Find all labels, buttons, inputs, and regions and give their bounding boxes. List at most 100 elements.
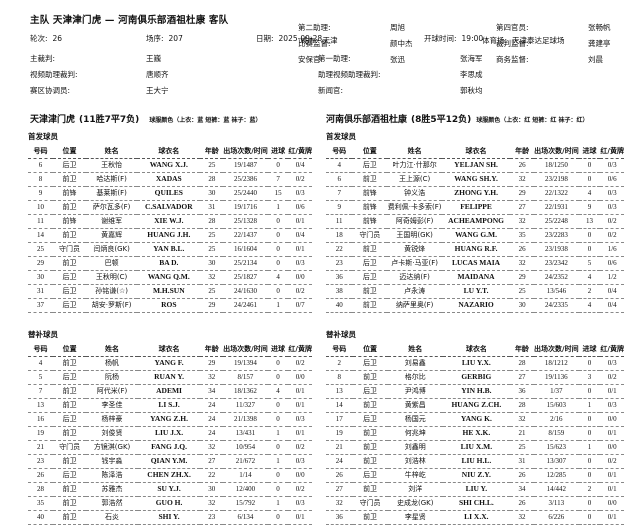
col-name: 姓名 xyxy=(86,342,138,357)
player-appearances: 24/1630 xyxy=(223,284,268,299)
table-row: 28 前卫 苏雅杰 SU Y.J. 30 12/400 0 0/2 xyxy=(28,482,312,497)
player-name: 杨帆 xyxy=(86,356,138,371)
player-appearances: 23/1938 xyxy=(534,242,579,257)
player-cards: 0/0 xyxy=(600,496,624,511)
player-number: 13 xyxy=(326,384,353,399)
player-position: 守门员 xyxy=(352,228,388,243)
official-avar-label: 助理视频助理裁判: xyxy=(318,70,381,79)
player-shirtname: LU Y.T. xyxy=(441,284,511,299)
player-shirtname: HE X.K. xyxy=(442,426,510,441)
player-appearances: 22/1322 xyxy=(534,186,579,201)
player-age: 24 xyxy=(200,426,224,441)
player-name: 卢卡斯·马亚(F) xyxy=(387,256,442,271)
player-goals: 1 xyxy=(267,426,289,441)
player-name: 卢永涛 xyxy=(387,284,442,299)
col-cards: 红/黄牌 xyxy=(600,342,624,357)
player-shirtname: BA D. xyxy=(137,256,201,271)
player-number: 4 xyxy=(28,356,54,371)
player-shirtname: RUAN Y. xyxy=(137,370,201,385)
table-row: 36 后卫 迈达纳(F) MAIDANA 29 24/2352 4 1/2 xyxy=(326,270,624,285)
match-info-grid-2: 城市: 天津 体育场: 天津泰达足球场 xyxy=(30,35,626,46)
player-age: 25 xyxy=(510,284,535,299)
player-goals: 0 xyxy=(578,510,601,525)
player-shirtname: WANG SH.Y. xyxy=(441,172,511,187)
player-age: 29 xyxy=(510,270,535,285)
player-cards: 0/1 xyxy=(288,242,312,257)
player-goals: 0 xyxy=(267,370,289,385)
player-age: 30 xyxy=(200,186,224,201)
player-number: 22 xyxy=(326,242,353,257)
player-position: 前锋 xyxy=(352,214,388,229)
player-shirtname: ZHONG Y.H. xyxy=(441,186,511,201)
player-appearances: 21/672 xyxy=(223,454,268,469)
player-appearances: 18/1250 xyxy=(534,158,579,173)
player-position: 前卫 xyxy=(352,298,388,313)
player-shirtname: M.H.SUN xyxy=(137,284,201,299)
col-cards: 红/黄牌 xyxy=(288,342,312,357)
player-appearances: 15/792 xyxy=(223,496,268,511)
col-name: 姓名 xyxy=(86,144,138,159)
player-appearances: 22/1437 xyxy=(223,228,268,243)
player-position: 前卫 xyxy=(53,496,87,511)
player-age: 31 xyxy=(509,454,535,469)
player-goals: 0 xyxy=(267,158,289,173)
player-name: 石炎 xyxy=(86,510,138,525)
player-position: 前卫 xyxy=(52,172,86,187)
col-shirtname: 球衣名 xyxy=(137,342,201,357)
home-starters-table: 号码 位置 姓名 球衣名 年龄 出场次数/时间 进球 红/黄牌 6 后卫 王秋怡 WA… xyxy=(28,144,312,313)
player-number: 7 xyxy=(28,384,54,399)
col-apps: 出场次数/时间 xyxy=(223,342,268,357)
player-position: 前卫 xyxy=(352,370,388,385)
player-appearances: 1/14 xyxy=(223,468,268,483)
player-cards: 0/3 xyxy=(600,398,624,413)
col-shirtname: 球衣名 xyxy=(441,144,511,159)
player-goals: 0 xyxy=(267,398,289,413)
official-ar2-label: 第二助理: xyxy=(298,23,331,32)
official-match-commissioner-label: 比赛监督: xyxy=(298,39,331,48)
official-avar-value: 李思成 xyxy=(460,70,483,79)
player-shirtname: YELJAN SH. xyxy=(441,158,511,173)
player-appearances: 19/1487 xyxy=(223,158,268,173)
player-position: 前卫 xyxy=(352,454,388,469)
player-goals: 4 xyxy=(578,270,601,285)
player-name: 迈达纳(F) xyxy=(387,270,442,285)
player-shirtname: C.SALVADOR xyxy=(137,200,201,215)
table-row: 40 前卫 石炎 SHI Y. 23 6/134 0 0/1 xyxy=(28,510,312,525)
player-cards: 0/2 xyxy=(288,284,312,299)
player-goals: 0 xyxy=(578,426,601,441)
player-age: 26 xyxy=(509,496,535,511)
table-row: 7 前锋 钟义浩 ZHONG Y.H. 29 22/1322 4 0/3 xyxy=(326,186,624,201)
player-name: 黄锐烽 xyxy=(387,242,442,257)
player-appearances: 25/2248 xyxy=(534,214,579,229)
home-team-record: (11胜7平7负) xyxy=(79,115,140,125)
player-position: 前卫 xyxy=(52,200,86,215)
player-shirtname: WANG G.M. xyxy=(441,228,511,243)
player-cards: 0/4 xyxy=(600,298,624,313)
table-row: 14 前卫 黄紫昌 HUANG Z.CH. 28 15/603 1 0/3 xyxy=(326,398,624,413)
player-cards: 0/2 xyxy=(288,482,312,497)
away-subs-title: 替补球员 xyxy=(326,330,356,339)
player-appearances: 23/2342 xyxy=(534,256,579,271)
player-number: 24 xyxy=(326,454,353,469)
player-position: 后卫 xyxy=(352,158,388,173)
player-number: 9 xyxy=(326,200,353,215)
player-appearances: 19/1716 xyxy=(223,200,268,215)
official-commercial-label: 商务监督: xyxy=(496,55,529,64)
player-position: 前卫 xyxy=(352,482,388,497)
player-appearances: 23/2198 xyxy=(534,172,579,187)
player-cards: 0/3 xyxy=(600,200,624,215)
player-goals: 0 xyxy=(578,242,601,257)
player-appearances: 24/2461 xyxy=(223,298,268,313)
player-name: 尹鸿博 xyxy=(387,384,443,399)
player-position: 前卫 xyxy=(53,510,87,525)
player-age: 35 xyxy=(510,228,535,243)
col-number: 号码 xyxy=(28,342,54,357)
player-age: 25 xyxy=(200,228,224,243)
player-age: 26 xyxy=(510,158,535,173)
player-shirtname: NIU Z.Y. xyxy=(442,468,510,483)
player-goals: 15 xyxy=(267,186,289,201)
player-age: 21 xyxy=(509,426,535,441)
player-shirtname: LUCAS MAIA xyxy=(441,256,511,271)
player-age: 26 xyxy=(510,242,535,257)
player-position: 后卫 xyxy=(352,356,388,371)
